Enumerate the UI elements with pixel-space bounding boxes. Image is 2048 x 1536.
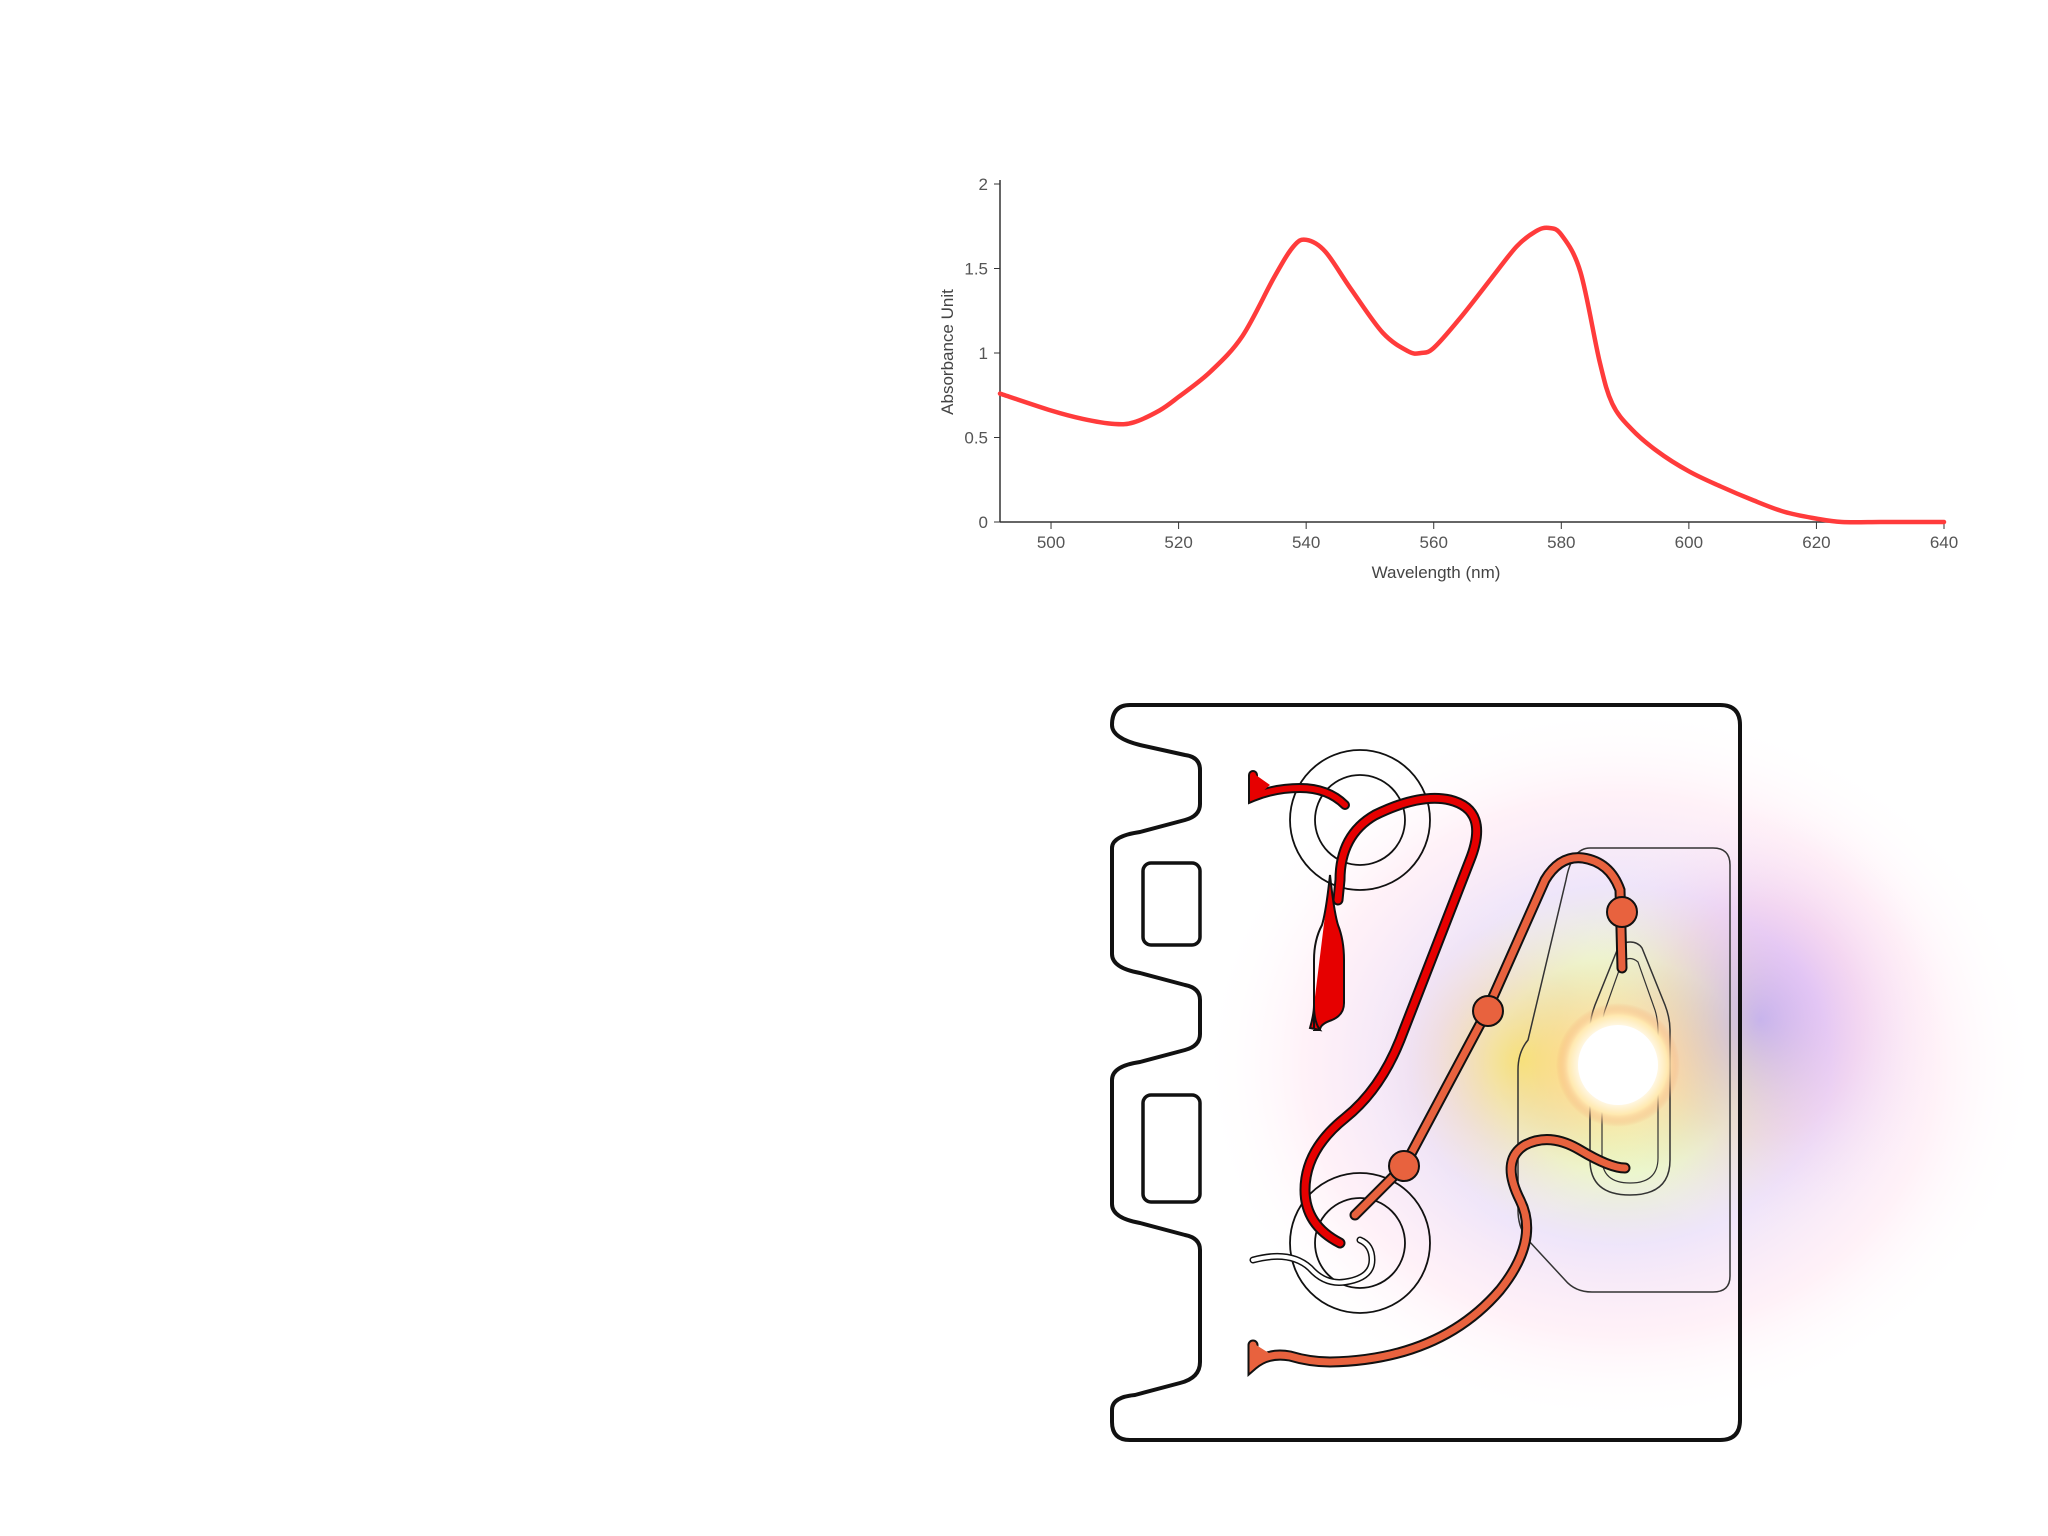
- cartridge-window-upper: [1141, 861, 1202, 947]
- arterial-loop-channel: [1299, 792, 1483, 1249]
- valve-node-1: [1606, 896, 1638, 928]
- x-axis-ticks: 500 520 540 560 580 600 620 640: [1037, 522, 1958, 552]
- x-axis-title: Wavelength (nm): [1372, 563, 1501, 582]
- x-tick-label: 580: [1547, 533, 1575, 552]
- vent-channel: [1249, 1236, 1376, 1286]
- x-tick-label: 540: [1292, 533, 1320, 552]
- y-tick-label: 1: [979, 344, 988, 363]
- cartridge-diagram: [1110, 703, 2040, 1442]
- y-tick-label: 1.5: [964, 260, 988, 279]
- x-tick-label: 620: [1802, 533, 1830, 552]
- y-tick-label: 0.5: [964, 429, 988, 448]
- light-source-icon: [1556, 1003, 1680, 1127]
- y-tick-label: 2: [979, 175, 988, 194]
- x-tick-label: 500: [1037, 533, 1065, 552]
- mixed-outlet-channel: [1247, 1134, 1631, 1378]
- arterial-inlet-channel: [1248, 770, 1350, 810]
- x-tick-label: 520: [1164, 533, 1192, 552]
- arterial-reservoir: [1308, 874, 1345, 1032]
- y-tick-label: 0: [979, 513, 988, 532]
- mixed-channel-upper: [1349, 852, 1628, 1221]
- absorbance-chart: 0 0.5 1 1.5 2 500 520 540 560 580 600 620 640 Wavel…: [938, 175, 1958, 582]
- lower-port: [1289, 1172, 1431, 1314]
- upper-port: [1289, 749, 1431, 891]
- valve-node-2: [1472, 995, 1504, 1027]
- y-axis-title: Absorbance Unit: [938, 289, 957, 415]
- x-tick-label: 640: [1930, 533, 1958, 552]
- series-line-absorbance: [997, 225, 1947, 525]
- valve-node-3: [1388, 1150, 1420, 1182]
- y-axis-ticks: 0 0.5 1 1.5 2: [964, 175, 1000, 532]
- x-tick-label: 600: [1675, 533, 1703, 552]
- x-tick-label: 560: [1420, 533, 1448, 552]
- optical-chamber: [1517, 847, 1731, 1293]
- cartridge-body: [1110, 703, 1742, 1442]
- cartridge-window-lower: [1141, 1093, 1202, 1204]
